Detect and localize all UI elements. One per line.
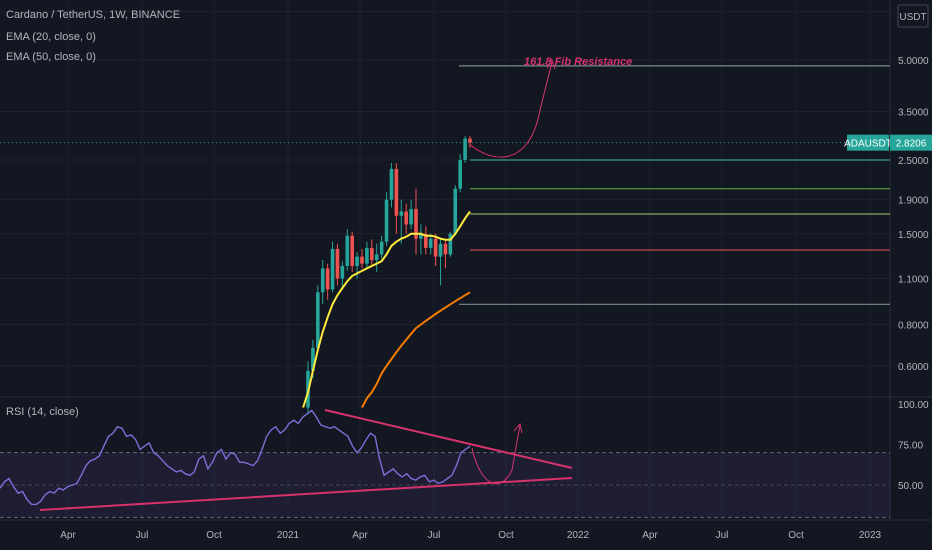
- candle-body-11: [360, 256, 364, 264]
- rsi-resistance-trendline: [324, 409, 573, 469]
- projection-arrowhead: [546, 58, 556, 70]
- candle-body-33: [468, 138, 472, 143]
- candle-body-3: [320, 268, 325, 293]
- symbol-label: ADAUSDT: [844, 139, 892, 150]
- ema20-legend: EMA (20, close, 0): [6, 31, 96, 43]
- candle-body-24: [424, 233, 428, 248]
- time-tick-9: Jul: [716, 530, 729, 541]
- candle-body-8: [345, 235, 350, 266]
- ema50-line: [361, 291, 471, 408]
- candle-body-21: [409, 209, 413, 225]
- candle-body-17: [389, 168, 394, 200]
- candle-body-9: [350, 235, 354, 266]
- time-tick-10: Oct: [788, 530, 804, 541]
- fib-annotation: 161.8 Fib Resistance: [524, 56, 632, 68]
- candle-body-19: [399, 211, 404, 216]
- time-tick-8: Apr: [642, 530, 658, 541]
- candle-body-5: [330, 248, 335, 290]
- candle-body-23: [419, 233, 423, 239]
- time-tick-2: Oct: [206, 530, 222, 541]
- time-tick-0: Apr: [60, 530, 76, 541]
- candle-body-14: [374, 254, 379, 261]
- candle-body-2: [316, 292, 320, 348]
- rsi-legend: RSI (14, close): [6, 406, 79, 418]
- candle-body-16: [384, 199, 389, 242]
- time-tick-5: Jul: [428, 530, 441, 541]
- candle-body-12: [365, 247, 369, 264]
- candle-body-28: [443, 243, 448, 255]
- last-price-label: 2.8206: [896, 139, 927, 150]
- candle-body-20: [404, 211, 408, 225]
- rsi-tick-1: 75.00: [898, 441, 923, 452]
- candle-body-4: [325, 268, 330, 290]
- time-tick-4: Apr: [352, 530, 368, 541]
- price-tick-8: 0.6000: [898, 362, 929, 373]
- price-tick-3: 2.5000: [898, 156, 929, 167]
- time-tick-11: 2023: [859, 530, 882, 541]
- price-tick-7: 0.8000: [898, 320, 929, 331]
- chart-title: Cardano / TetherUS, 1W, BINANCE: [6, 9, 181, 21]
- candle-body-13: [370, 247, 374, 261]
- candle-body-27: [438, 243, 443, 257]
- price-tick-1: 5.0000: [898, 56, 929, 67]
- time-tick-6: Oct: [498, 530, 514, 541]
- time-tick-7: 2022: [567, 530, 590, 541]
- time-tick-1: Jul: [136, 530, 149, 541]
- rsi-tick-0: 100.00: [898, 400, 929, 411]
- candle-body-18: [394, 168, 399, 216]
- price-tick-4: 1.9000: [898, 196, 929, 207]
- rsi-support-trendline: [39, 477, 573, 511]
- time-tick-3: 2021: [277, 530, 300, 541]
- price-tick-5: 1.5000: [898, 230, 929, 241]
- candle-body-29: [448, 233, 453, 255]
- rsi-projection-arrowhead: [513, 422, 523, 434]
- price-tick-6: 1.1000: [898, 275, 929, 286]
- ema20-line: [302, 210, 471, 408]
- candle-body-30: [453, 188, 458, 234]
- candle-body-25: [428, 238, 433, 248]
- rsi-tick-2: 50.00: [898, 481, 923, 492]
- candle-body-22: [414, 209, 418, 239]
- candle-body-7: [340, 265, 345, 279]
- candle-body-32: [463, 138, 467, 161]
- rsi-line: [0, 409, 471, 506]
- ema50-legend: EMA (50, close, 0): [6, 51, 96, 63]
- candle-body-15: [379, 241, 384, 255]
- last-price-badge: [890, 134, 932, 151]
- candle-body-10: [355, 256, 359, 266]
- symbol-badge: [847, 134, 889, 151]
- candle-body-26: [433, 238, 438, 257]
- currency-box: [897, 4, 929, 28]
- candle-body-31: [458, 160, 462, 189]
- currency-label: USDT: [899, 12, 926, 23]
- candle-body-6: [335, 248, 340, 279]
- projection-arrow: [469, 61, 553, 158]
- candle-body-1: [311, 347, 315, 371]
- rsi-projection-arrow: [471, 424, 521, 485]
- price-tick-2: 3.5000: [898, 107, 929, 118]
